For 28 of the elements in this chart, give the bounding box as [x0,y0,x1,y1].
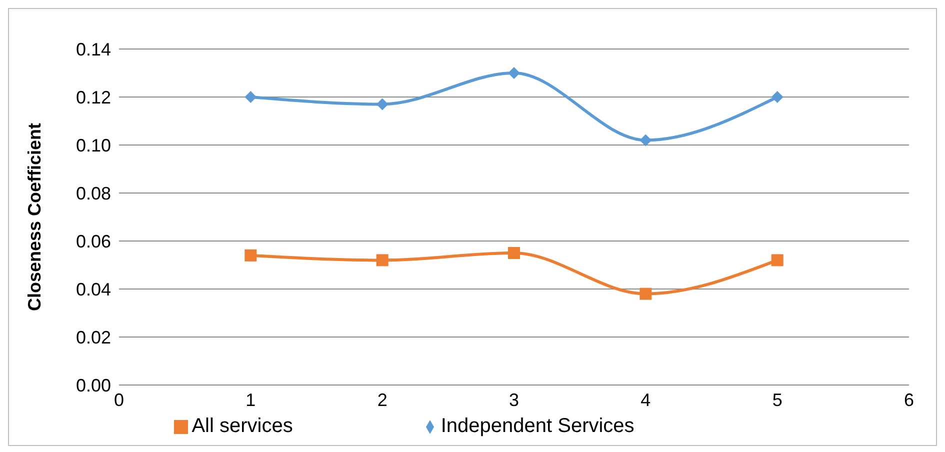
y-tick-label: 0.02 [76,327,111,348]
point [771,91,784,103]
y-tick-label: 0.14 [76,39,111,60]
point [508,67,520,79]
point [640,288,652,300]
point [640,134,652,146]
x-tick-label: 1 [246,390,256,410]
legend-label: Independent Services [440,415,634,437]
x-tick-label: 0 [114,390,124,410]
legend-label: All services [192,415,293,437]
point [376,254,388,266]
y-tick-label: 0.06 [76,231,111,252]
y-tick-label: 0.00 [76,375,111,396]
point [244,249,257,262]
x-tick-label: 6 [904,390,914,410]
point [244,91,257,103]
point [376,98,388,110]
x-tick-label: 5 [772,390,782,410]
y-axis-title: Closeness Coefficient [24,122,44,312]
y-tick-label: 0.04 [76,279,111,300]
x-tick-label: 2 [377,390,388,410]
x-tick-label: 3 [508,390,520,410]
point [508,247,520,259]
y-tick-label: 0.12 [76,87,111,108]
y-tick-label: 0.08 [76,183,111,204]
point [771,254,784,266]
y-tick-label: 0.10 [76,135,111,156]
x-tick-label: 4 [640,390,651,410]
